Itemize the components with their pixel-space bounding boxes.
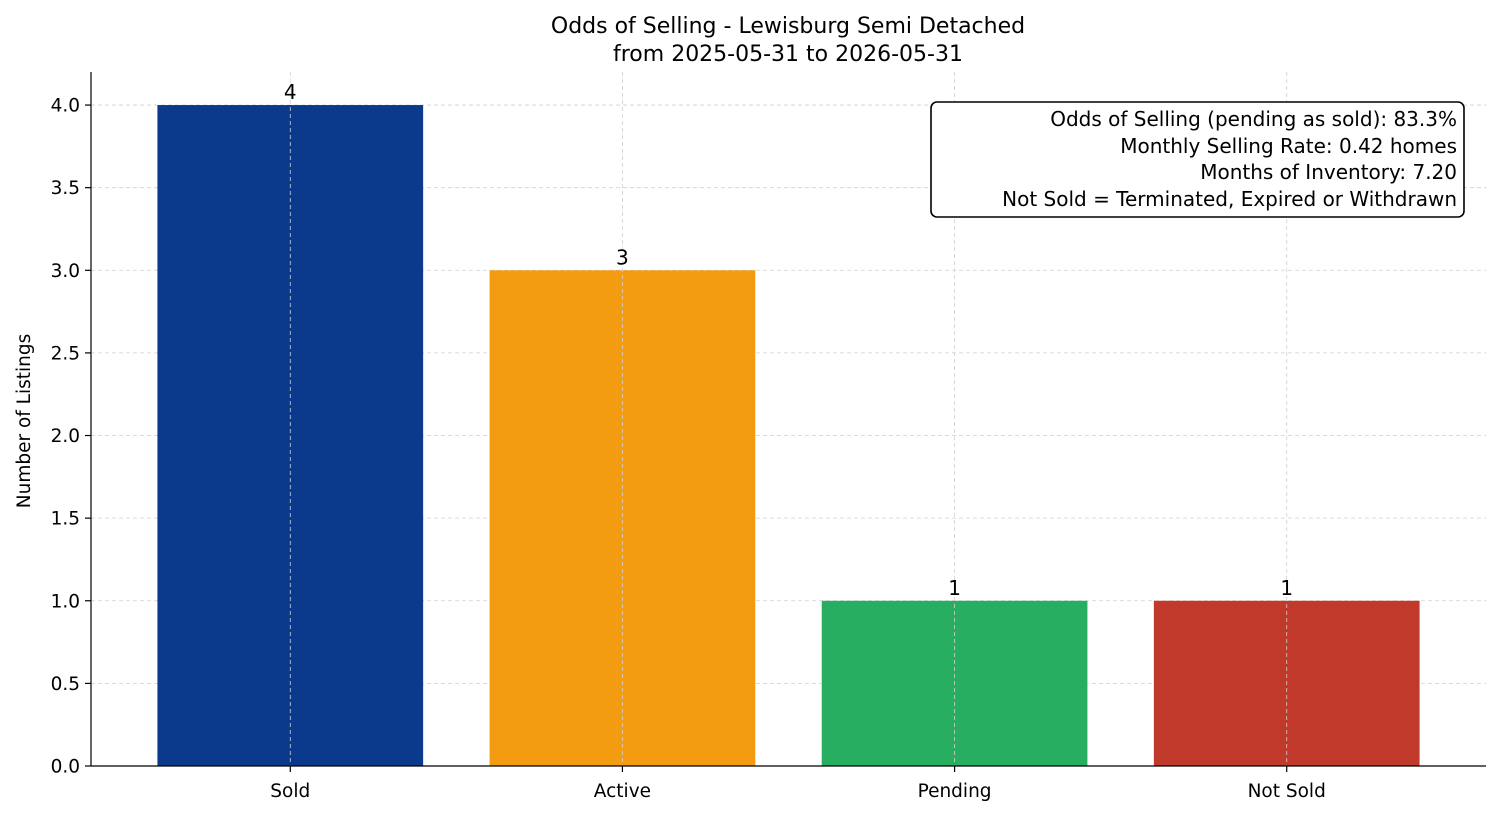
y-tick-label: 1.5 — [51, 509, 80, 530]
chart-title: Odds of Selling - Lewisburg Semi Detache… — [551, 14, 1025, 39]
bar-sold — [157, 105, 424, 767]
data-label: 1 — [1280, 576, 1293, 600]
data-label-layer: 4 3 1 1 — [284, 80, 1293, 600]
x-tick-label: Sold — [270, 781, 310, 802]
chart-subtitle: from 2025-05-31 to 2026-05-31 — [613, 42, 963, 67]
y-tick-layer: 0.0 0.5 1.0 1.5 2.0 2.5 3.0 3.5 4.0 — [51, 96, 91, 778]
annotation-box-frame — [930, 101, 1465, 218]
y-axis-label: Number of Listings — [14, 334, 35, 509]
x-tick-label: Active — [594, 781, 651, 802]
data-label: 4 — [284, 80, 297, 104]
annotation-line-not-sold: Not Sold = Terminated, Expired or Withdr… — [1002, 187, 1457, 211]
y-tick-label: 1.0 — [51, 591, 80, 612]
y-tick-label: 2.0 — [51, 426, 80, 447]
data-label: 1 — [948, 576, 961, 600]
annotation-line-odds: Odds of Selling (pending as sold): 83.3% — [1050, 107, 1457, 131]
annotation-line-inventory: Months of Inventory: 7.20 — [1200, 160, 1457, 184]
y-tick-label: 2.5 — [51, 343, 80, 364]
y-tick-label: 3.0 — [51, 261, 80, 282]
x-tick-layer: Sold Active Pending Not Sold — [270, 766, 1326, 802]
annotation-box: Odds of Selling (pending as sold): 83.3%… — [930, 101, 1465, 218]
x-tick-label: Not Sold — [1248, 781, 1326, 802]
data-label: 3 — [616, 245, 629, 269]
y-tick-label: 0.0 — [51, 757, 80, 778]
y-tick-label: 3.5 — [51, 178, 80, 199]
x-tick-label: Pending — [918, 781, 992, 802]
y-tick-label: 4.0 — [51, 96, 80, 117]
annotation-line-rate: Monthly Selling Rate: 0.42 homes — [1120, 134, 1457, 158]
y-tick-label: 0.5 — [51, 674, 80, 695]
